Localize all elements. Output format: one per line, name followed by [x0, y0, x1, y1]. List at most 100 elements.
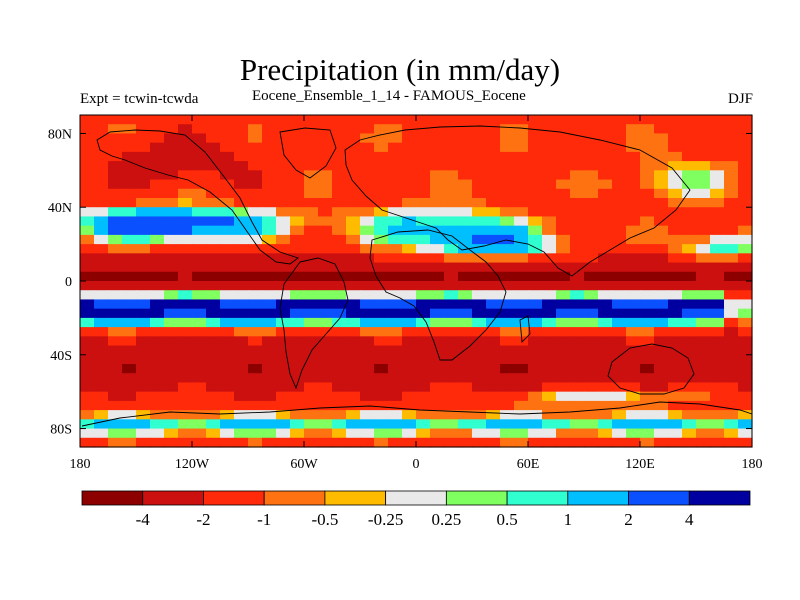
precip-cell — [262, 271, 277, 282]
precip-cell — [318, 225, 333, 236]
precip-cell — [108, 170, 123, 181]
precip-cell — [682, 170, 697, 181]
precip-cell — [80, 216, 95, 227]
precip-cell — [710, 216, 725, 227]
precip-cell — [402, 253, 417, 264]
precip-cell — [500, 419, 515, 430]
precip-cell — [122, 281, 137, 291]
precip-cell — [220, 437, 235, 448]
precip-cell — [458, 373, 473, 384]
precip-cell — [640, 234, 655, 245]
precip-cell — [612, 428, 627, 439]
precip-cell — [276, 262, 291, 273]
precip-cell — [444, 327, 459, 337]
precip-cell — [710, 244, 725, 254]
precip-cell — [612, 354, 627, 365]
precip-cell — [640, 179, 655, 190]
precip-cell — [206, 161, 221, 171]
precip-cell — [304, 198, 319, 208]
precip-cell — [206, 225, 221, 236]
precip-cell — [220, 327, 235, 337]
precip-cell — [220, 142, 235, 153]
precip-cell — [710, 336, 725, 347]
precip-cell — [514, 216, 529, 227]
precip-cell — [598, 253, 613, 264]
precip-cell — [696, 216, 711, 227]
precip-cell — [626, 373, 641, 384]
precip-cell — [332, 225, 347, 236]
precip-cell — [626, 271, 641, 282]
precip-cell — [332, 207, 347, 218]
precip-cell — [234, 262, 249, 273]
precip-cell — [514, 290, 529, 301]
precip-cell — [206, 262, 221, 273]
precip-cell — [150, 327, 165, 337]
precip-cell — [206, 151, 221, 162]
precip-cell — [276, 345, 291, 356]
precip-cell — [556, 382, 571, 393]
precip-cell — [542, 262, 557, 273]
precip-cell — [654, 253, 669, 264]
precip-cell — [570, 290, 585, 301]
precip-cell — [542, 299, 557, 310]
precip-cell — [388, 216, 403, 227]
precip-cell — [234, 327, 249, 337]
precip-cell — [710, 133, 725, 144]
precip-cell — [472, 253, 487, 264]
precip-cell — [500, 151, 515, 162]
lon-tick-label: 60W — [290, 457, 318, 472]
precip-cell — [528, 382, 543, 393]
precip-cell — [682, 327, 697, 337]
precip-cell — [94, 327, 109, 337]
precip-cell — [178, 382, 193, 393]
precip-cell — [598, 437, 613, 448]
precip-cell — [150, 391, 165, 402]
precip-cell — [374, 419, 389, 430]
precip-cell — [514, 400, 529, 411]
precip-cell — [346, 327, 361, 337]
precip-cell — [570, 299, 585, 310]
precip-cell — [416, 327, 431, 337]
precip-cell — [374, 198, 389, 208]
precip-cell — [318, 290, 333, 301]
precip-cell — [318, 207, 333, 218]
precip-cell — [122, 253, 137, 264]
precip-cell — [122, 336, 137, 347]
precip-cell — [94, 198, 109, 208]
precip-cell — [430, 170, 445, 181]
precip-cell — [178, 234, 193, 245]
precip-cell — [262, 207, 277, 218]
precip-cell — [80, 373, 95, 384]
precip-cell — [262, 299, 277, 310]
precip-cell — [416, 400, 431, 411]
precip-cell — [444, 179, 459, 190]
precip-cell — [654, 142, 669, 153]
precip-cell — [528, 437, 543, 448]
precip-cell — [220, 271, 235, 282]
precip-cell — [612, 327, 627, 337]
precip-cell — [108, 253, 123, 264]
precip-cell — [262, 216, 277, 227]
precip-cell — [416, 142, 431, 153]
precip-cell — [598, 354, 613, 365]
precip-cell — [528, 281, 543, 291]
precip-cell — [276, 225, 291, 236]
precip-cell — [304, 391, 319, 402]
precip-cell — [724, 327, 739, 337]
precip-cell — [696, 271, 711, 282]
precip-cell — [248, 428, 263, 439]
precip-cell — [528, 336, 543, 347]
precip-cell — [332, 216, 347, 227]
precip-cell — [248, 253, 263, 264]
precip-cell — [738, 354, 753, 365]
precip-cell — [178, 216, 193, 227]
precip-cell — [472, 437, 487, 448]
precip-cell — [360, 216, 375, 227]
precip-cell — [206, 207, 221, 218]
precip-cell — [108, 373, 123, 384]
precip-cell — [486, 253, 501, 264]
precip-cell — [276, 151, 291, 162]
precip-cell — [80, 299, 95, 310]
precip-cell — [472, 317, 487, 328]
precip-cell — [150, 308, 165, 319]
